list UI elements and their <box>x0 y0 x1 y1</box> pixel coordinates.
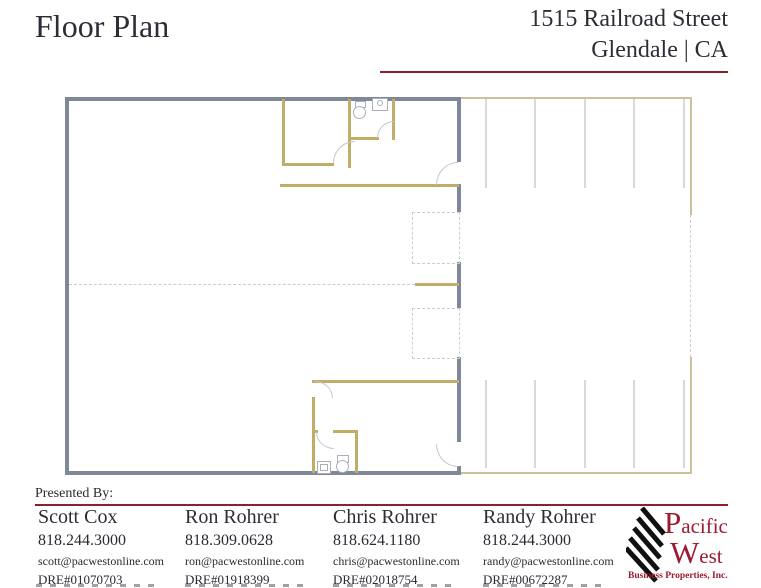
toilet-icon <box>353 106 366 119</box>
door-arc <box>436 444 458 467</box>
wall-bottom <box>65 471 461 475</box>
agent-card: Randy Rohrer 818.244.3000 randy@pacwesto… <box>483 506 633 588</box>
agent-phone: 818.624.1180 <box>333 532 421 549</box>
logo-word-west: West <box>670 535 723 570</box>
sink-icon <box>320 464 328 471</box>
sink-icon <box>377 100 383 106</box>
dock-door-opening <box>412 212 460 264</box>
interior-wall <box>392 99 395 140</box>
interior-wall <box>282 163 334 166</box>
warehouse-centerline <box>69 284 415 285</box>
wall-right-seg <box>457 466 461 475</box>
logo-word-pacific: Pacific <box>664 505 728 540</box>
wall-right-seg <box>457 97 461 162</box>
cropped-text-fragment <box>36 584 154 587</box>
door-arc <box>333 141 355 163</box>
agent-phone: 818.244.3000 <box>483 532 571 549</box>
logo-stripes-icon <box>626 507 666 583</box>
interior-wall <box>282 99 285 166</box>
agent-phone: 818.244.3000 <box>38 532 126 549</box>
interior-wall <box>348 99 351 168</box>
agent-email: ron@pacwestonline.com <box>185 554 305 568</box>
parking-boundary-right <box>690 97 692 215</box>
interior-wall <box>348 137 379 140</box>
parking-boundary-right <box>690 357 692 474</box>
cropped-text-fragment <box>185 584 303 587</box>
property-address: 1515 Railroad Street Glendale | CA <box>529 4 728 66</box>
agent-name: Chris Rohrer <box>333 506 437 528</box>
interior-wall <box>355 430 358 473</box>
interior-wall <box>312 380 459 383</box>
parking-stall-line <box>633 380 635 468</box>
driveway-edge-dashed <box>690 215 691 357</box>
agent-card: Chris Rohrer 818.624.1180 chris@pacwesto… <box>333 506 483 588</box>
pacific-west-logo: Pacific West Business Properties, Inc. <box>626 507 728 585</box>
door-arc <box>436 162 458 185</box>
address-line1: 1515 Railroad Street <box>529 6 728 32</box>
parking-stall-line <box>683 99 685 188</box>
parking-boundary-top <box>461 97 692 99</box>
door-arc <box>315 381 333 398</box>
wall-left <box>65 97 69 475</box>
agent-email: chris@pacwestonline.com <box>333 554 460 568</box>
wall-top <box>65 97 461 101</box>
address-underline <box>380 71 728 73</box>
cropped-text-fragment <box>333 584 451 587</box>
logo-tagline: Business Properties, Inc. <box>628 571 728 581</box>
wall-right-seg <box>457 184 461 212</box>
agent-name: Ron Rohrer <box>185 506 279 528</box>
parking-boundary-bottom <box>461 472 692 474</box>
parking-stall-line <box>485 99 487 188</box>
cropped-text-fragment <box>483 584 605 587</box>
parking-stall-line <box>683 380 685 468</box>
agent-dre: DRE#01918399 <box>185 572 270 587</box>
agent-email: scott@pacwestonline.com <box>38 554 165 568</box>
parking-stall-line <box>534 99 536 188</box>
address-line2: Glendale | CA <box>591 37 728 64</box>
parking-stall-line <box>534 380 536 468</box>
presented-by-label: Presented By: <box>35 486 114 501</box>
interior-wall <box>280 184 459 187</box>
page-title: Floor Plan <box>35 8 170 44</box>
agent-dre: DRE#02018754 <box>333 572 418 587</box>
interior-wall <box>333 430 358 433</box>
door-arc <box>316 432 334 449</box>
agent-dre: DRE#00672287 <box>483 572 568 587</box>
footer-rule <box>35 504 728 506</box>
door-arc <box>377 121 394 138</box>
toilet-icon <box>336 460 349 473</box>
parking-stall-line <box>584 99 586 188</box>
agent-card: Scott Cox 818.244.3000 scott@pacwestonli… <box>38 506 188 588</box>
wall-right-seg <box>457 262 461 308</box>
agent-email: randy@pacwestonline.com <box>483 554 614 568</box>
parking-stall-line <box>633 99 635 188</box>
parking-stall-line <box>584 380 586 468</box>
agent-dre: DRE#01070703 <box>38 572 123 587</box>
wall-right-seg <box>457 357 461 442</box>
agent-card: Ron Rohrer 818.309.0628 ron@pacwestonlin… <box>185 506 335 588</box>
dock-door-opening <box>412 308 460 359</box>
interior-wall <box>312 430 318 433</box>
interior-wall <box>312 397 315 473</box>
agent-phone: 818.309.0628 <box>185 532 273 549</box>
interior-wall <box>415 283 459 286</box>
parking-stall-line <box>485 380 487 468</box>
agent-name: Randy Rohrer <box>483 506 596 528</box>
agent-name: Scott Cox <box>38 506 118 528</box>
